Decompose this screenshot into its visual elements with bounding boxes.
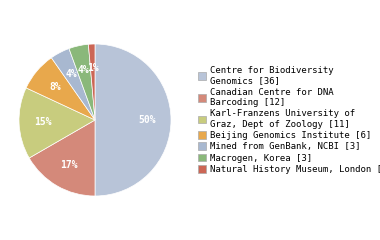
- Text: 4%: 4%: [65, 69, 77, 79]
- Text: 50%: 50%: [138, 115, 155, 125]
- Wedge shape: [51, 48, 95, 120]
- Wedge shape: [19, 88, 95, 158]
- Wedge shape: [29, 120, 95, 196]
- Wedge shape: [69, 44, 95, 120]
- Text: 4%: 4%: [78, 65, 90, 75]
- Text: 17%: 17%: [60, 160, 78, 170]
- Text: 15%: 15%: [35, 117, 52, 127]
- Text: 8%: 8%: [49, 82, 61, 92]
- Text: 1%: 1%: [87, 63, 99, 73]
- Wedge shape: [89, 44, 95, 120]
- Wedge shape: [95, 44, 171, 196]
- Wedge shape: [26, 58, 95, 120]
- Legend: Centre for Biodiversity
Genomics [36], Canadian Centre for DNA
Barcoding [12], K: Centre for Biodiversity Genomics [36], C…: [198, 66, 380, 174]
